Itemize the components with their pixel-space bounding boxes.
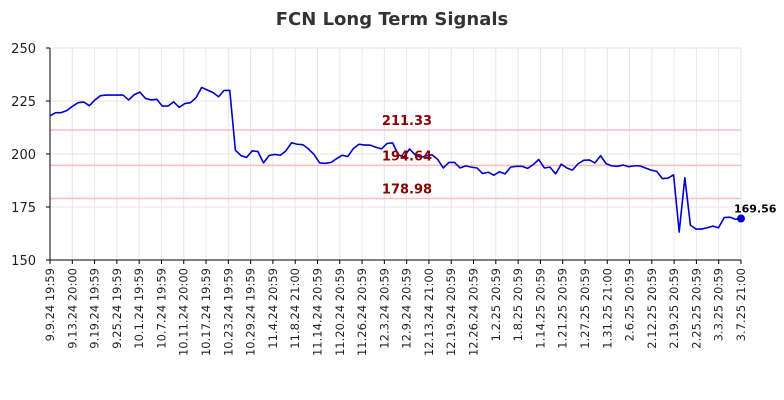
chart-title: FCN Long Term Signals (276, 9, 509, 30)
labels: 211.33 194.64 178.98 169.56 (382, 114, 777, 216)
x-tick-label: 10.17.24 19:59 (199, 268, 213, 356)
x-tick-label: 2.12.25 20:59 (645, 268, 659, 349)
x-tick-label: 9.9.24 19:59 (43, 268, 57, 341)
x-tick-label: 12.13.24 21:00 (422, 268, 436, 356)
x-tick-label: 10.7.24 19:59 (154, 268, 168, 349)
x-tick-label: 9.13.24 20:00 (65, 268, 79, 349)
x-tick-label: 12.19.24 20:59 (444, 268, 458, 356)
x-tick-label: 1.27.25 20:59 (578, 268, 592, 349)
y-tick-label: 175 (11, 201, 36, 216)
axes: 150 175 200 225 250 9.9.24 19:59 9.13.24 20:00… (11, 42, 748, 356)
x-tick-label: 10.1.24 19:59 (132, 268, 146, 349)
x-tick-label: 12.9.24 20:59 (400, 268, 414, 349)
x-tick-label: 2.19.25 20:59 (667, 268, 681, 349)
x-tick-label: 12.26.24 20:59 (467, 268, 481, 356)
price-line (49, 86, 742, 233)
y-tick-label: 150 (11, 254, 36, 269)
x-tick-label: 1.14.25 20:59 (533, 268, 547, 349)
x-tick-label: 2.25.25 20:59 (689, 268, 703, 349)
last-price-point (737, 214, 745, 223)
x-tick-label: 10.11.24 20:00 (177, 268, 191, 356)
x-tick-label: 2.6.25 20:59 (623, 268, 637, 341)
signal-level-label: 211.33 (382, 114, 432, 129)
last-price-label: 169.56 (734, 203, 777, 216)
x-tick-label: 11.4.24 20:59 (266, 268, 280, 349)
x-tick-label: 11.14.24 20:59 (310, 268, 324, 356)
x-tick-label: 11.26.24 20:59 (355, 268, 369, 356)
x-tick-label: 11.8.24 21:00 (288, 268, 302, 349)
x-tick-label: 10.29.24 19:59 (244, 268, 258, 356)
x-tick-label: 10.23.24 19:59 (221, 268, 235, 356)
y-tick-label: 225 (11, 95, 36, 110)
x-tick-label: 1.31.25 21:00 (600, 268, 614, 349)
x-tick-label: 3.7.25 21:00 (734, 268, 748, 341)
x-tick-label: 9.25.24 19:59 (110, 268, 124, 349)
series (49, 86, 745, 233)
x-tick-label: 1.2.25 20:59 (489, 268, 503, 341)
signal-level-label: 194.64 (382, 149, 432, 164)
x-tick-label: 12.3.24 20:59 (377, 268, 391, 349)
y-tick-label: 200 (11, 148, 36, 163)
x-tick-label: 1.21.25 20:59 (556, 268, 570, 349)
signal-level-label: 178.98 (382, 183, 432, 198)
x-tick-label: 1.8.25 20:59 (511, 268, 525, 341)
x-tick-label: 9.19.24 19:59 (88, 268, 102, 349)
x-tick-label: 3.3.25 20:59 (712, 268, 726, 341)
x-tick-label: 11.20.24 20:59 (333, 268, 347, 356)
y-tick-label: 250 (11, 42, 36, 57)
